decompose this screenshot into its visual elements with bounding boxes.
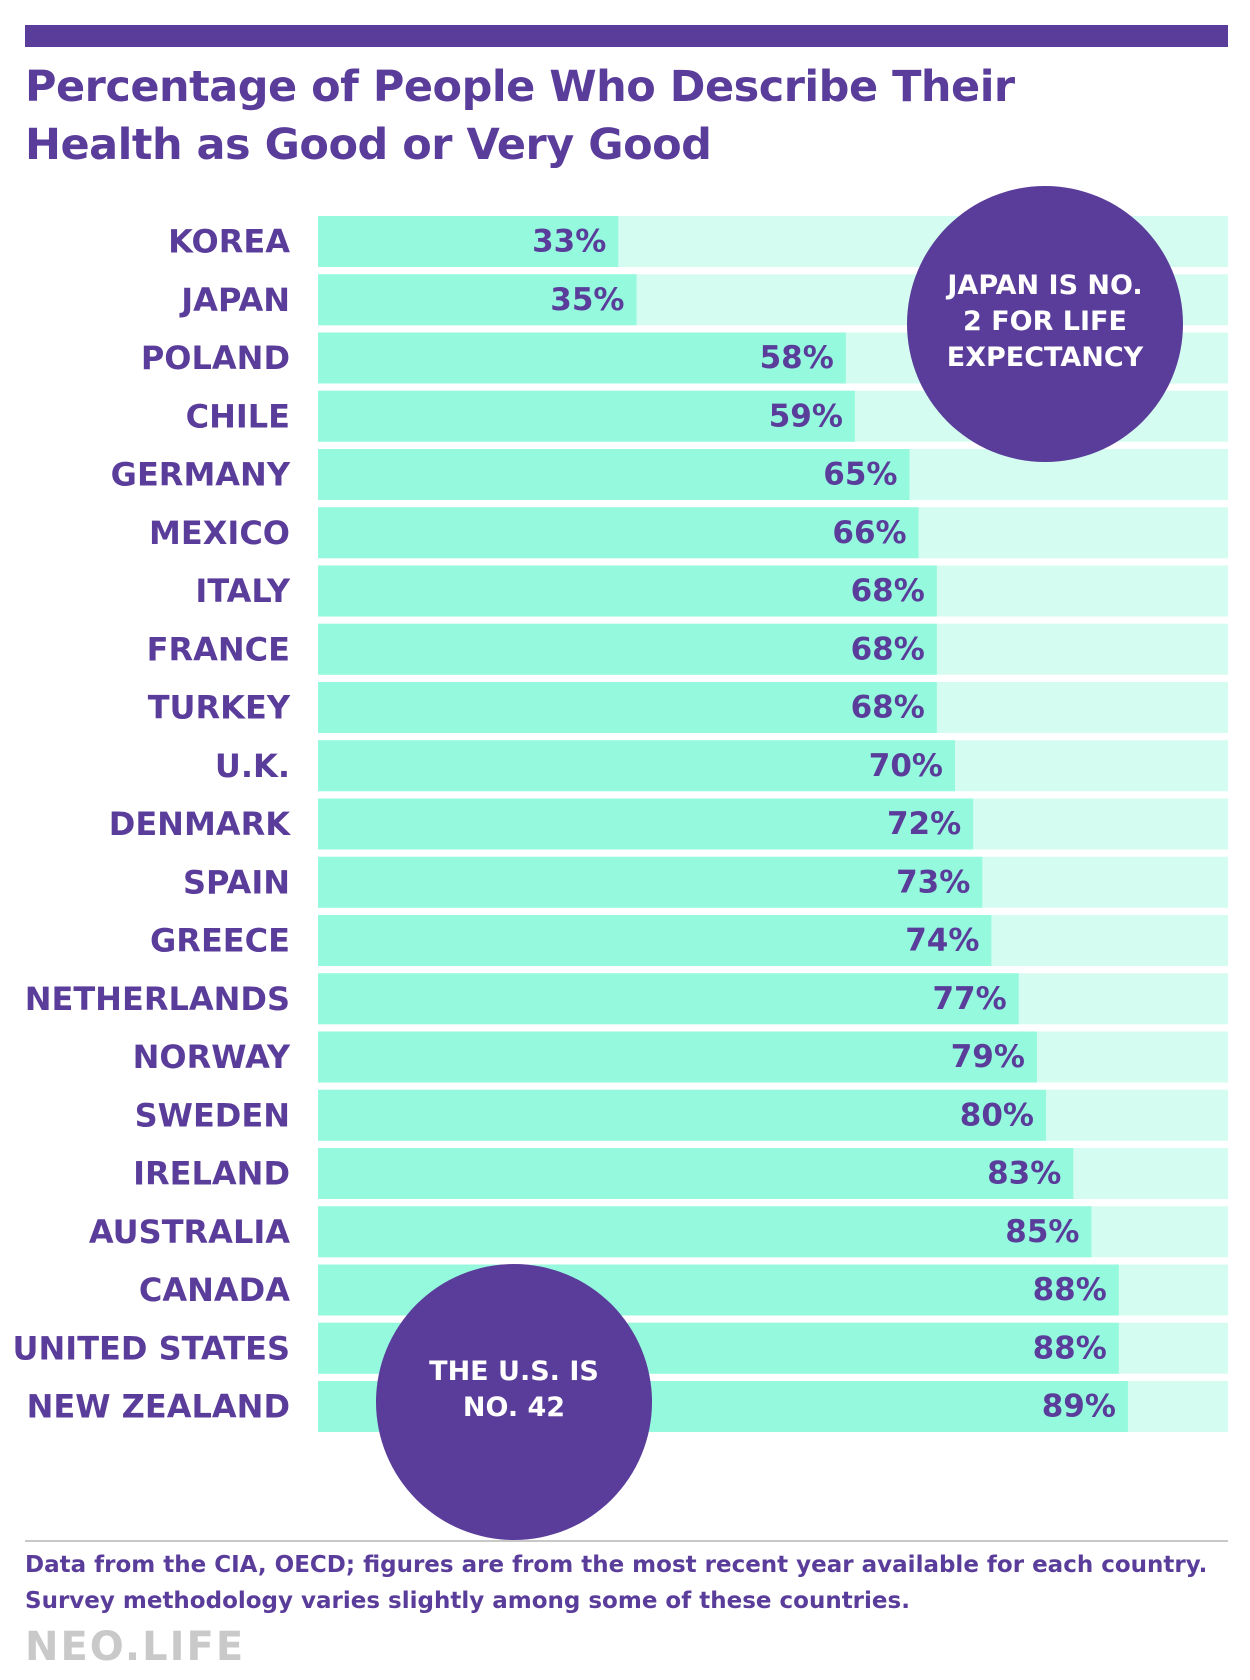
category-label: NORWAY <box>133 1038 291 1076</box>
source-note: Data from the CIA, OECD; figures are fro… <box>25 1552 1208 1578</box>
bar <box>318 798 974 850</box>
value-label: 68% <box>851 631 925 667</box>
value-label: 88% <box>1033 1330 1107 1366</box>
category-label: SWEDEN <box>135 1096 290 1134</box>
value-label: 77% <box>932 981 1006 1017</box>
category-label: MEXICO <box>149 514 290 552</box>
bar-track <box>318 973 1228 1025</box>
value-label: 80% <box>960 1097 1034 1133</box>
bar-track <box>318 1148 1228 1199</box>
bar <box>318 332 846 384</box>
us-callout: THE U.S. IS NO. 42 <box>376 1264 652 1540</box>
bar-track <box>318 1206 1228 1258</box>
value-label: 65% <box>823 457 897 493</box>
bar <box>318 1206 1092 1258</box>
category-label: CHILE <box>186 397 290 435</box>
category-label: GREECE <box>150 922 290 960</box>
category-label: NETHERLANDS <box>25 980 290 1018</box>
value-label: 79% <box>951 1039 1025 1075</box>
bar <box>318 682 937 733</box>
category-label: FRANCE <box>147 630 290 668</box>
value-label: 83% <box>987 1156 1061 1192</box>
category-label: UNITED STATES <box>13 1329 290 1367</box>
bar-track <box>318 1031 1228 1083</box>
bar-track <box>318 915 1228 966</box>
value-label: 70% <box>869 748 943 784</box>
bar <box>318 1031 1037 1083</box>
value-label: 68% <box>851 690 925 726</box>
bar <box>318 274 637 326</box>
category-label: POLAND <box>141 339 290 377</box>
category-label: ITALY <box>195 572 290 610</box>
bar-track <box>318 449 1228 500</box>
bar <box>318 973 1019 1025</box>
value-label: 85% <box>1005 1214 1079 1250</box>
category-label: AUSTRALIA <box>89 1213 290 1251</box>
bar <box>318 915 992 966</box>
bar <box>318 740 955 792</box>
bar-track <box>318 1089 1228 1141</box>
value-label: 73% <box>896 864 970 900</box>
bar <box>318 565 937 617</box>
bar <box>318 216 619 267</box>
bar-track <box>318 507 1228 559</box>
bar-track <box>318 856 1228 908</box>
value-label: 68% <box>851 573 925 609</box>
bar <box>318 1148 1074 1199</box>
category-label: JAPAN <box>179 281 290 319</box>
category-label: NEW ZEALAND <box>27 1388 290 1426</box>
value-label: 74% <box>905 923 979 959</box>
bar <box>318 623 937 675</box>
category-label: GERMANY <box>111 456 291 494</box>
category-label: SPAIN <box>183 863 290 901</box>
footer-divider <box>25 1540 1228 1542</box>
bar <box>318 507 919 559</box>
value-label: 88% <box>1033 1272 1107 1308</box>
category-label: CANADA <box>139 1271 290 1309</box>
japan-callout: JAPAN IS NO. 2 FOR LIFE EXPECTANCY <box>907 186 1183 462</box>
category-label: KOREA <box>168 223 290 261</box>
category-label: TURKEY <box>148 689 291 727</box>
methodology-note: Survey methodology varies slightly among… <box>25 1588 910 1614</box>
value-label: 66% <box>832 515 906 551</box>
value-label: 72% <box>887 806 961 842</box>
japan-callout-text: JAPAN IS NO. 2 FOR LIFE EXPECTANCY <box>946 270 1144 373</box>
top-rule <box>25 25 1228 47</box>
bar-track <box>318 682 1228 733</box>
bar <box>318 390 855 442</box>
bar <box>318 1089 1046 1141</box>
chart-title: Percentage of People Who Describe Their … <box>25 62 1015 170</box>
category-label: IRELAND <box>133 1155 290 1193</box>
value-label: 58% <box>760 340 834 376</box>
category-label: U.K. <box>215 747 290 785</box>
category-label: DENMARK <box>109 805 291 843</box>
bar <box>318 856 983 908</box>
bar-track <box>318 565 1228 617</box>
neo-life-logo: NEO.LIFE <box>25 1624 246 1670</box>
value-label: 35% <box>550 282 624 318</box>
bar-track <box>318 740 1228 792</box>
bar-track <box>318 798 1228 850</box>
bar <box>318 449 910 500</box>
value-label: 59% <box>769 398 843 434</box>
us-callout-text: THE U.S. IS NO. 42 <box>429 1356 599 1423</box>
value-label: 33% <box>532 224 606 260</box>
bar-track <box>318 623 1228 675</box>
value-label: 89% <box>1042 1389 1116 1425</box>
